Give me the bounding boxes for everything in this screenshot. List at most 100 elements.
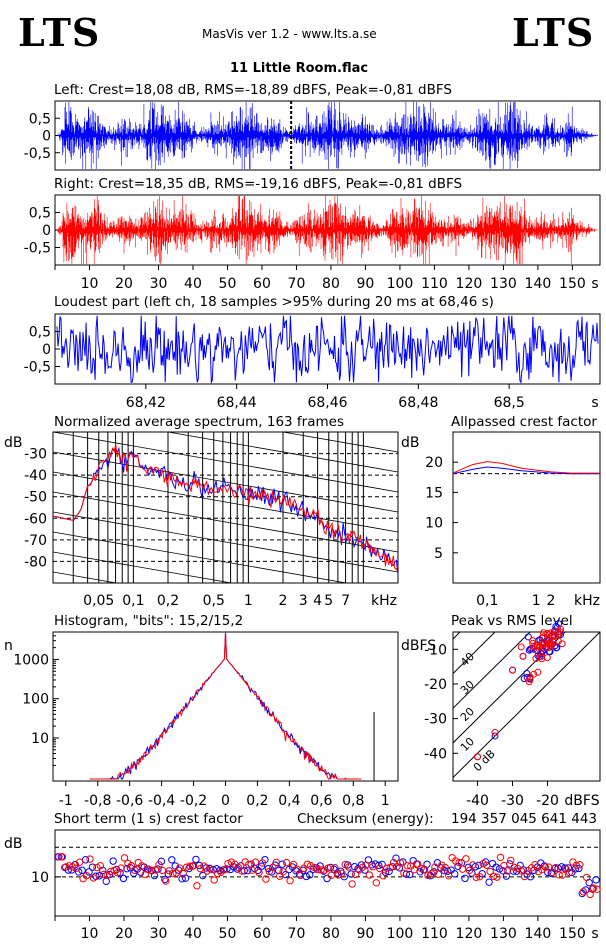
shortcrest-point-right: [258, 859, 267, 867]
shortcrest-point-right: [255, 868, 263, 877]
shortcrest-point-right: [455, 858, 463, 867]
shortcrest-point-left: [547, 869, 555, 877]
pvr-xunit: dBFS: [564, 793, 599, 809]
shortcrest-point-right: [155, 861, 163, 869]
shortcrest-point-right: [58, 853, 67, 861]
shortcrest-point-right: [386, 863, 394, 872]
shortcrest-xtick-label: 110: [421, 926, 448, 942]
shortcrest-point-right: [248, 866, 256, 874]
pvr-point-right: [545, 631, 553, 639]
shortcrest-point-right: [362, 861, 370, 869]
shortcrest-point-left: [68, 866, 76, 874]
shortcrest-point-right: [496, 853, 505, 861]
shortcrest-point-left: [168, 856, 176, 864]
shortcrest-point-right: [469, 861, 477, 869]
shortcrest-point-left: [119, 874, 128, 883]
shortcrest-point-right: [517, 867, 525, 875]
spectrum-xtick-label: 0,5: [203, 593, 225, 609]
shortcrest-point-left: [178, 875, 186, 883]
shortcrest-point-right: [296, 871, 305, 880]
shortcrest-point-right: [593, 885, 601, 894]
shortcrest-point-right: [72, 864, 80, 873]
shortcrest-point-right: [179, 869, 187, 878]
time-axis-label: 30: [150, 276, 168, 292]
histogram-label: Histogram, "bits": 15,2/15,2: [54, 613, 244, 629]
shortcrest-point-right: [545, 863, 553, 871]
shortcrest-point-right: [148, 866, 156, 875]
shortcrest-point-right: [472, 873, 481, 882]
spectrum-xtick-label: 3: [299, 593, 308, 609]
shortcrest-ytick-label: 10: [31, 870, 49, 886]
crest-ytick-label: 10: [425, 516, 443, 532]
shortcrest-point-right: [334, 871, 343, 879]
histogram-xtick-label: 0: [221, 793, 230, 809]
shortcrest-point-right: [558, 871, 567, 879]
shortcrest-point-right: [324, 864, 332, 872]
shortcrest-point-right: [331, 864, 339, 872]
loudest-label: Loudest part (left ch, 18 samples >95% d…: [54, 294, 494, 310]
shortcrest-point-right: [293, 865, 301, 873]
shortcrest-point-right: [141, 870, 149, 879]
shortcrest-point-right: [372, 879, 380, 887]
shortcrest-point-right: [262, 875, 270, 883]
histogram-ytick-label: 1000: [13, 652, 49, 668]
loudest-ytick-label: -0,5: [24, 360, 51, 376]
shortcrest-point-right: [420, 865, 429, 874]
shortcrest-point-right: [548, 868, 556, 877]
pvr-point-right: [545, 639, 553, 647]
shortcrest-point-right: [307, 861, 315, 870]
left-waveform-ytick-label: -0,5: [24, 146, 51, 162]
time-axis-label: 90: [357, 276, 375, 292]
time-axis-label: 100: [387, 276, 414, 292]
spectrum-xtick-label: 1: [244, 593, 253, 609]
time-axis-label: 70: [288, 276, 306, 292]
crest-ytick-label: 15: [425, 485, 443, 501]
histogram-xtick-label: -0,2: [180, 793, 207, 809]
shortcrest-point-right: [541, 863, 550, 871]
shortcrest-point-right: [96, 861, 105, 870]
histogram-xtick-label: -1: [59, 793, 73, 809]
left-waveform-series: [57, 102, 598, 169]
shortcrest-xtick-label: 150: [559, 926, 586, 942]
shortcrest-point-left: [306, 871, 314, 879]
pvr-diagonal: [453, 632, 566, 744]
time-axis-unit: s: [591, 276, 598, 292]
shortcrest-point-right: [313, 865, 322, 874]
spectrum-xtick-label: 0,05: [83, 593, 114, 609]
shortcrest-point-left: [164, 870, 173, 878]
shortcrest-point-right: [89, 874, 98, 882]
shortcrest-point-right: [503, 867, 512, 875]
crest-frame: [452, 431, 601, 584]
shortcrest-point-right: [400, 869, 408, 877]
pvr-point-right: [491, 728, 499, 736]
time-axis-label: 150: [559, 276, 586, 292]
shortcrest-point-left: [192, 855, 200, 864]
checksum-label: Checksum (energy):: [297, 811, 434, 827]
shortcrest-point-right: [520, 872, 529, 881]
shortcrest-point-left: [85, 868, 93, 876]
crest-unit: dB: [401, 435, 420, 451]
spectrum-xtick-label: 4: [313, 593, 322, 609]
shortcrest-point-right: [417, 864, 425, 873]
pvr-xtick-label: -20: [536, 793, 559, 809]
time-axis-label: 130: [490, 276, 517, 292]
spectrum-series-right: [52, 444, 399, 571]
pvr-point-right: [538, 641, 546, 649]
logo-left: LTS: [18, 10, 101, 55]
pvr-point-right: [530, 643, 538, 651]
shortcrest-point-right: [555, 871, 563, 879]
pvr-point-right: [557, 628, 565, 636]
shortcrest-point-right: [169, 869, 177, 878]
histogram-series-right: [89, 631, 362, 780]
spectrum-unit: dB: [4, 435, 23, 451]
shortcrest-point-right: [213, 869, 222, 878]
pvr-diagonal: [453, 632, 600, 779]
shortcrest-point-right: [162, 877, 170, 885]
shortcrest-point-right: [303, 860, 312, 868]
shortcrest-point-right: [338, 869, 346, 878]
pvr-point-right: [526, 675, 534, 683]
shortcrest-point-right: [120, 854, 129, 862]
shortcrest-point-right: [434, 870, 443, 878]
shortcrest-point-left: [323, 874, 331, 883]
shortcrest-xtick-label: 140: [525, 926, 552, 942]
